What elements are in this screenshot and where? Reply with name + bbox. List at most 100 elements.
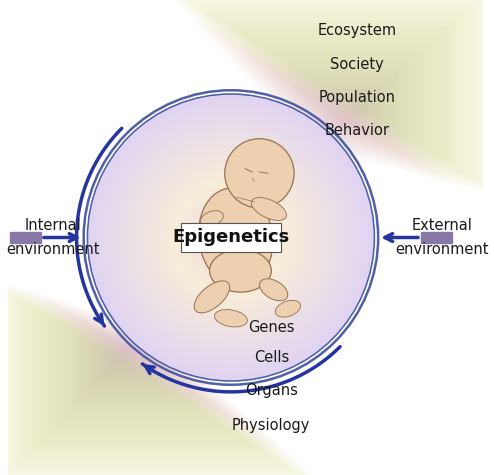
Circle shape (190, 197, 272, 278)
FancyBboxPatch shape (181, 223, 281, 252)
Circle shape (224, 230, 238, 245)
Circle shape (131, 138, 330, 337)
Circle shape (103, 109, 359, 366)
Circle shape (225, 139, 294, 208)
Ellipse shape (201, 211, 223, 226)
Circle shape (110, 116, 352, 359)
Circle shape (208, 214, 254, 261)
Bar (421, 232, 452, 243)
Text: External: External (412, 218, 473, 233)
Circle shape (153, 159, 309, 316)
Circle shape (172, 179, 289, 296)
Circle shape (127, 134, 334, 341)
Text: Behavior: Behavior (324, 123, 389, 138)
Circle shape (183, 190, 279, 285)
Circle shape (211, 218, 250, 257)
Circle shape (135, 142, 327, 333)
Circle shape (104, 111, 357, 364)
Circle shape (92, 99, 370, 376)
Ellipse shape (275, 300, 300, 317)
Circle shape (162, 168, 300, 307)
Circle shape (160, 166, 302, 309)
Circle shape (192, 199, 270, 276)
Ellipse shape (214, 310, 247, 327)
Circle shape (140, 147, 322, 328)
Circle shape (186, 193, 276, 282)
Circle shape (113, 120, 348, 355)
Circle shape (90, 97, 371, 378)
Circle shape (179, 186, 283, 289)
Ellipse shape (209, 249, 271, 292)
Circle shape (229, 236, 233, 239)
Circle shape (181, 188, 281, 287)
Circle shape (147, 154, 315, 321)
Circle shape (195, 202, 267, 273)
Circle shape (88, 95, 373, 380)
Circle shape (124, 131, 338, 344)
Circle shape (227, 234, 235, 241)
Text: Epigenetics: Epigenetics (172, 228, 289, 246)
Text: Population: Population (318, 90, 395, 105)
Circle shape (170, 177, 291, 298)
Circle shape (149, 156, 313, 319)
Bar (10, 232, 41, 243)
Text: Organs: Organs (245, 383, 298, 398)
Circle shape (121, 127, 341, 348)
Circle shape (138, 145, 324, 330)
Circle shape (144, 150, 318, 325)
Circle shape (218, 225, 244, 250)
Circle shape (154, 161, 307, 314)
Circle shape (106, 113, 356, 362)
Circle shape (99, 106, 363, 370)
Circle shape (95, 102, 366, 373)
Circle shape (188, 195, 274, 280)
Circle shape (220, 227, 242, 248)
Circle shape (176, 182, 286, 293)
Circle shape (199, 205, 263, 270)
Circle shape (201, 207, 261, 268)
Circle shape (165, 171, 297, 304)
Circle shape (123, 129, 339, 346)
Circle shape (206, 213, 256, 262)
Ellipse shape (239, 189, 261, 215)
Circle shape (117, 124, 345, 352)
Circle shape (129, 136, 332, 339)
Text: Society: Society (330, 57, 384, 72)
Text: Genes: Genes (248, 320, 294, 335)
Circle shape (204, 211, 258, 264)
Ellipse shape (251, 198, 287, 220)
Circle shape (142, 148, 320, 327)
Circle shape (167, 173, 295, 302)
Circle shape (115, 122, 347, 353)
Circle shape (213, 219, 249, 256)
Ellipse shape (199, 188, 273, 287)
Text: environment: environment (6, 242, 100, 257)
Circle shape (101, 107, 361, 368)
Circle shape (215, 221, 247, 254)
Circle shape (174, 180, 288, 294)
Circle shape (177, 184, 285, 291)
Text: Ecosystem: Ecosystem (317, 23, 396, 38)
Circle shape (112, 118, 350, 357)
Circle shape (194, 200, 268, 275)
Text: Physiology: Physiology (232, 418, 311, 433)
Circle shape (119, 125, 343, 350)
Circle shape (163, 170, 298, 305)
Circle shape (108, 114, 354, 361)
Circle shape (168, 175, 293, 300)
Circle shape (133, 140, 329, 335)
Circle shape (158, 164, 304, 311)
Text: Cells: Cells (254, 350, 289, 365)
Circle shape (203, 209, 259, 266)
Circle shape (185, 191, 277, 284)
Circle shape (136, 143, 326, 332)
Circle shape (156, 162, 306, 313)
Circle shape (97, 104, 365, 371)
Circle shape (151, 157, 311, 318)
Circle shape (145, 152, 317, 323)
Circle shape (222, 228, 240, 247)
Ellipse shape (194, 281, 230, 313)
Text: environment: environment (396, 242, 489, 257)
Circle shape (226, 232, 236, 243)
Circle shape (197, 204, 265, 271)
